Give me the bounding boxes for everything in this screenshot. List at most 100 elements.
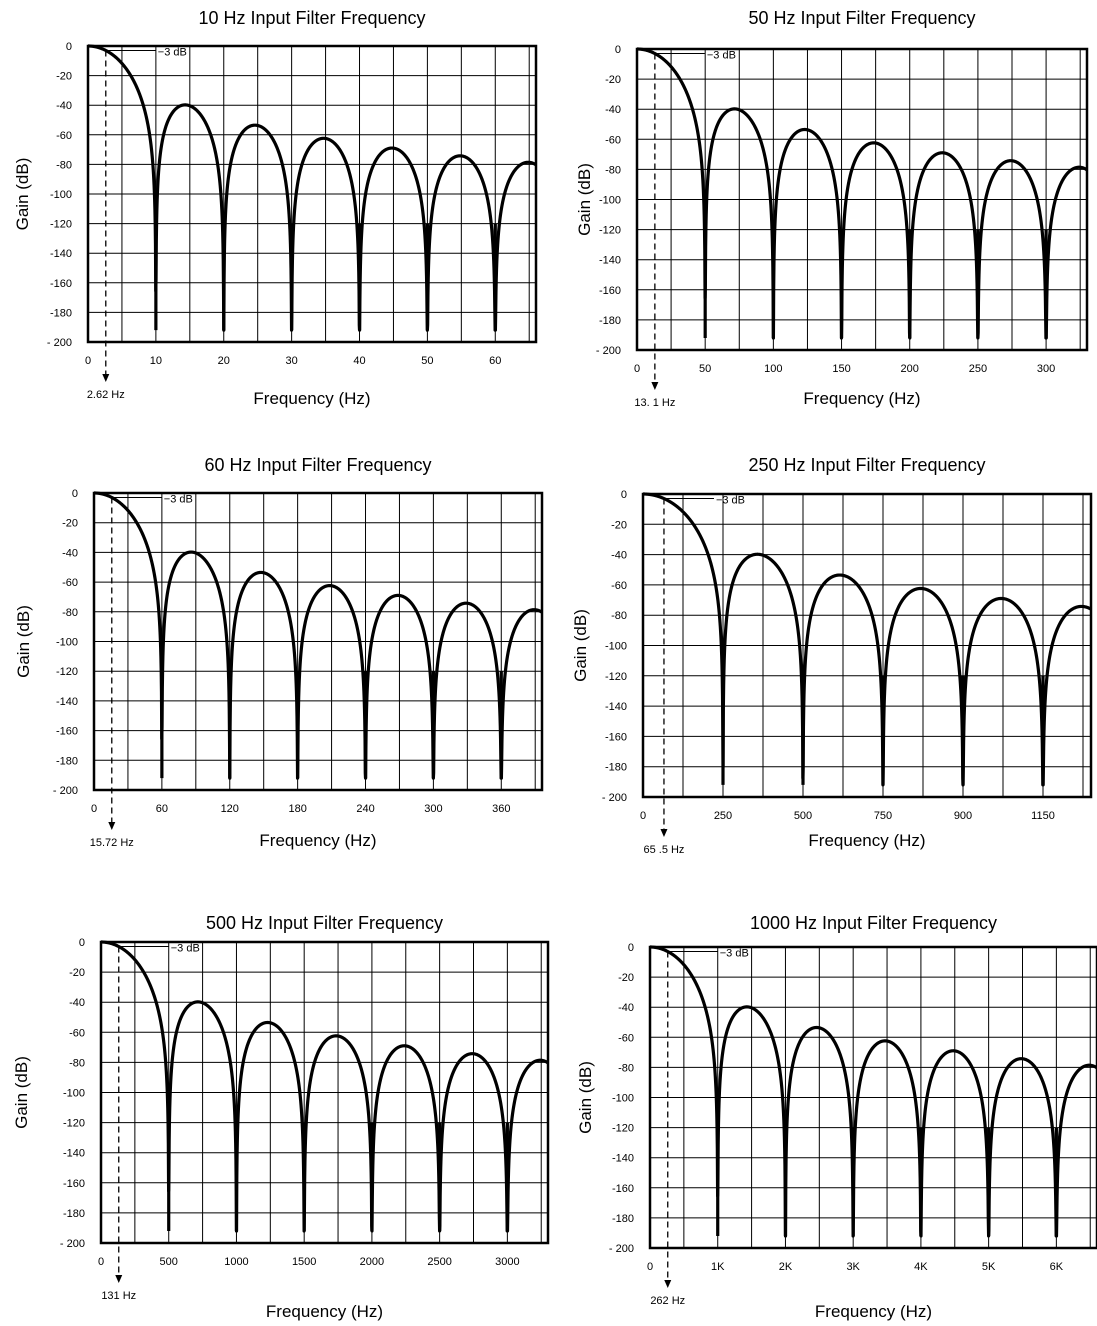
y-tick-label: -40: [618, 1002, 634, 1014]
x-tick-label: 900: [954, 810, 972, 822]
y-tick-label: -180: [612, 1213, 634, 1225]
y-tick-label: -140: [599, 255, 621, 267]
y-tick-label: -180: [605, 762, 627, 774]
y-tick-label: -20: [62, 518, 78, 530]
y-tick-label: 0: [66, 41, 72, 53]
db3-annotation: −3 dB: [720, 948, 749, 960]
x-tick-label: 0: [640, 810, 646, 822]
y-tick-label: -80: [56, 159, 72, 171]
y-tick-label: -160: [56, 726, 78, 738]
y-tick-label: - 200: [53, 785, 78, 797]
y-tick-label: -120: [612, 1123, 634, 1135]
x-tick-label: 1000: [224, 1256, 248, 1268]
y-tick-label: 0: [615, 44, 621, 56]
y-tick-label: -100: [56, 637, 78, 649]
cutoff-label: 65 .5 Hz: [643, 844, 684, 856]
plot-frame: [641, 492, 1093, 799]
y-tick-label: - 200: [596, 345, 621, 357]
y-tick-label: -160: [605, 731, 627, 743]
plot-frame: [99, 940, 550, 1245]
y-tick-label: -20: [56, 71, 72, 83]
x-axis-label: Frequency (Hz): [266, 1302, 383, 1321]
cutoff-label: 13. 1 Hz: [634, 397, 675, 409]
y-tick-label: -180: [599, 315, 621, 327]
x-tick-label: 50: [699, 363, 711, 375]
y-tick-label: -80: [605, 164, 621, 176]
y-tick-label: -40: [611, 550, 627, 562]
x-tick-label: 120: [221, 803, 239, 815]
y-tick-label: -40: [605, 104, 621, 116]
y-tick-label: - 200: [60, 1238, 85, 1250]
y-tick-label: 0: [621, 489, 627, 501]
x-tick-label: 300: [1037, 363, 1055, 375]
y-axis-label: Gain (dB): [571, 609, 590, 682]
y-tick-label: 0: [79, 937, 85, 949]
y-tick-label: -100: [63, 1088, 85, 1100]
x-tick-label: 3K: [846, 1261, 860, 1273]
x-axis-label: Frequency (Hz): [259, 831, 376, 850]
x-tick-label: 750: [874, 810, 892, 822]
y-tick-label: -20: [69, 967, 85, 979]
x-tick-label: 300: [424, 803, 442, 815]
chart-title: 500 Hz Input Filter Frequency: [206, 913, 443, 933]
x-tick-label: 0: [98, 1256, 104, 1268]
chart-panel-3: 60 Hz Input Filter Frequency 0 -20 -40 -60 -8…: [14, 455, 544, 850]
x-tick-label: 3000: [495, 1256, 519, 1268]
cutoff-arrow: [102, 374, 110, 382]
y-tick-label: -180: [56, 755, 78, 767]
x-tick-label: 1500: [292, 1256, 316, 1268]
y-tick-label: -120: [50, 219, 72, 231]
x-tick-label: 2500: [427, 1256, 451, 1268]
x-tick-label: 0: [85, 355, 91, 367]
gain-curve: [86, 44, 538, 332]
y-tick-label: -60: [618, 1032, 634, 1044]
gain-curve: [635, 47, 1089, 340]
y-tick-label: -120: [605, 671, 627, 683]
chart-panel-2: 50 Hz Input Filter Frequency 0 -20 -40 -60 -8…: [575, 8, 1089, 409]
x-tick-label: 240: [356, 803, 374, 815]
y-tick-label: -80: [618, 1062, 634, 1074]
y-tick-label: -120: [63, 1118, 85, 1130]
x-tick-label: 250: [969, 363, 987, 375]
y-axis-label: Gain (dB): [13, 158, 32, 231]
chart-title: 1000 Hz Input Filter Frequency: [750, 913, 997, 933]
chart-title: 250 Hz Input Filter Frequency: [748, 455, 985, 475]
chart-panel-1: 10 Hz Input Filter Frequency 0 -20 -40 -60 -8…: [13, 8, 538, 408]
y-tick-label: -20: [618, 972, 634, 984]
cutoff-label: 15.72 Hz: [90, 837, 134, 849]
cutoff-label: 2.62 Hz: [87, 389, 125, 401]
cutoff-label: 131 Hz: [101, 1290, 136, 1302]
x-tick-label: 0: [91, 803, 97, 815]
chart-panel-4: 250 Hz Input Filter Frequency 0 -20 -40 -60 -…: [571, 455, 1093, 856]
x-tick-label: 1K: [711, 1261, 725, 1273]
cutoff-arrow: [115, 1275, 123, 1283]
x-tick-label: 5K: [982, 1261, 996, 1273]
chart-panel-5: 500 Hz Input Filter Frequency 0 -20 -40 -60 -…: [12, 913, 550, 1321]
x-tick-label: 60: [489, 355, 501, 367]
gain-curve: [641, 492, 1093, 787]
y-axis-label: Gain (dB): [12, 1056, 31, 1129]
plot-frame: [86, 44, 538, 344]
y-axis-label: Gain (dB): [14, 605, 33, 678]
y-tick-label: -100: [599, 195, 621, 207]
x-axis-label: Frequency (Hz): [808, 831, 925, 850]
y-tick-label: - 200: [47, 337, 72, 349]
cutoff-arrow: [660, 829, 668, 837]
x-tick-label: 0: [647, 1261, 653, 1273]
x-tick-label: 100: [764, 363, 782, 375]
y-tick-label: -180: [63, 1208, 85, 1220]
cutoff-label: 262 Hz: [650, 1295, 685, 1307]
db3-annotation: −3 dB: [164, 493, 193, 505]
plot-frame: [635, 47, 1089, 352]
cutoff-arrow: [108, 822, 116, 830]
y-axis-label: Gain (dB): [575, 163, 594, 236]
y-tick-label: -140: [56, 696, 78, 708]
y-tick-label: -120: [56, 666, 78, 678]
x-tick-label: 10: [150, 355, 162, 367]
y-tick-label: -120: [599, 225, 621, 237]
y-tick-label: 0: [628, 942, 634, 954]
y-axis-label: Gain (dB): [576, 1061, 595, 1134]
x-tick-label: 250: [714, 810, 732, 822]
db3-annotation: −3 dB: [707, 50, 736, 62]
